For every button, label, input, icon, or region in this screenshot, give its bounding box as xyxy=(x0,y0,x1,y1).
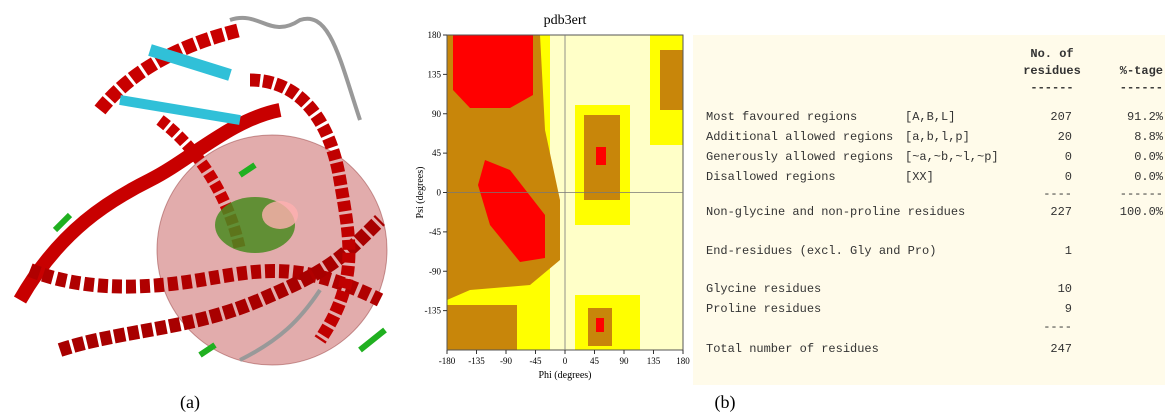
x-tick-label: -180 xyxy=(439,356,456,366)
row-code: [a,b,l,p] xyxy=(905,130,970,144)
row-code: [~a,~b,~l,~p] xyxy=(905,150,999,164)
row-code: [A,B,L] xyxy=(905,110,955,124)
column-header: ------ xyxy=(1030,81,1073,95)
row-percent: 0.0% xyxy=(1134,150,1164,164)
row-count: 10 xyxy=(1058,282,1072,296)
row-count: 20 xyxy=(1058,130,1072,144)
row-percent: 91.2% xyxy=(1127,110,1164,124)
x-tick-label: 90 xyxy=(620,356,630,366)
row-percent: 0.0% xyxy=(1134,170,1164,184)
row-percent: 8.8% xyxy=(1134,130,1164,144)
row-count: 247 xyxy=(1050,342,1072,356)
row-count: 0 xyxy=(1065,170,1072,184)
y-tick-label: 135 xyxy=(428,69,442,79)
column-header: residues xyxy=(1023,64,1081,78)
row-count: 0 xyxy=(1065,150,1072,164)
y-axis-label: Psi (degrees) xyxy=(415,167,426,219)
x-tick-label: 45 xyxy=(590,356,600,366)
x-axis-label: Phi (degrees) xyxy=(538,370,591,381)
row-label: Most favoured regions xyxy=(706,110,857,124)
row-code: [XX] xyxy=(905,170,934,184)
row-percent: ------ xyxy=(1120,187,1163,201)
panel-label: (a) xyxy=(180,392,200,413)
row-label: Generously allowed regions xyxy=(706,150,893,164)
x-tick-label: 0 xyxy=(563,356,568,366)
plot-title: pdb3ert xyxy=(544,13,587,28)
y-tick-label: -45 xyxy=(429,227,441,237)
row-count: 227 xyxy=(1050,205,1072,219)
row-label: Proline residues xyxy=(706,302,821,316)
row-count: 1 xyxy=(1065,244,1072,258)
y-tick-label: 180 xyxy=(428,30,442,40)
x-tick-label: 135 xyxy=(647,356,661,366)
row-label: End-residues (excl. Gly and Pro) xyxy=(706,244,936,258)
x-tick-label: 180 xyxy=(676,356,690,366)
protein-illustration xyxy=(20,18,387,365)
row-count: 9 xyxy=(1065,302,1072,316)
x-tick-label: -45 xyxy=(530,356,542,366)
row-count: ---- xyxy=(1043,187,1072,201)
row-label: Glycine residues xyxy=(706,282,821,296)
panel-label: (b) xyxy=(715,392,736,413)
y-tick-label: 45 xyxy=(432,148,442,158)
y-tick-label: -135 xyxy=(425,306,442,316)
column-header: %-tage xyxy=(1120,64,1163,78)
row-percent: 100.0% xyxy=(1120,205,1164,219)
row-count: 207 xyxy=(1050,110,1072,124)
column-header: ------ xyxy=(1120,81,1163,95)
row-count: ---- xyxy=(1043,320,1072,334)
y-tick-label: 90 xyxy=(432,109,442,119)
column-header: No. of xyxy=(1030,47,1073,61)
row-label: Additional allowed regions xyxy=(706,130,893,144)
row-label: Total number of residues xyxy=(706,342,879,356)
x-tick-label: -135 xyxy=(468,356,485,366)
x-tick-label: -90 xyxy=(500,356,512,366)
y-tick-label: 0 xyxy=(437,188,442,198)
figure: (a) (b) -180-135-90-4504590135180-135-90… xyxy=(0,0,1165,418)
row-label: Non-glycine and non-proline residues xyxy=(706,205,965,219)
y-tick-label: -90 xyxy=(429,266,441,276)
row-label: Disallowed regions xyxy=(706,170,836,184)
